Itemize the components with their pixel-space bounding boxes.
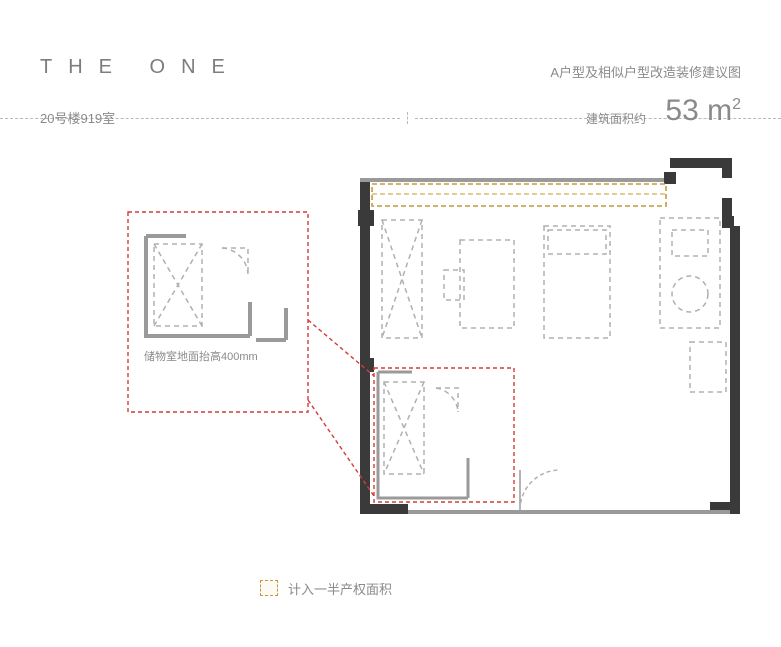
furniture (382, 218, 726, 392)
bed (544, 226, 610, 338)
fridge (690, 342, 726, 392)
detail-plan (128, 212, 308, 412)
entry-door (520, 470, 560, 510)
desk (444, 240, 514, 328)
walls (358, 158, 740, 514)
gold-half-area (372, 184, 666, 206)
bathroom-zone (374, 368, 514, 502)
wardrobe (382, 220, 422, 338)
main-plan (358, 158, 740, 514)
floorplan-svg (0, 0, 781, 647)
kitchen-counter (660, 218, 720, 328)
